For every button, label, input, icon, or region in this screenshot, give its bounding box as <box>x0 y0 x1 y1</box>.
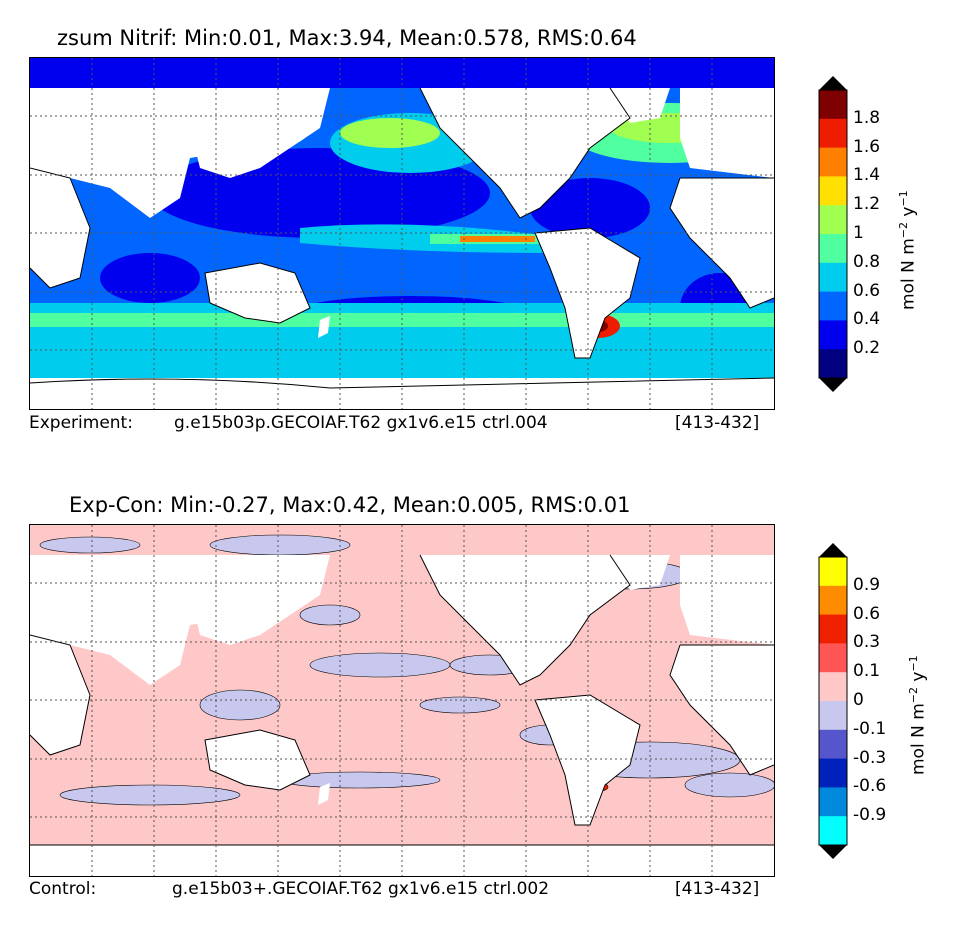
colorbar-segment <box>819 291 847 321</box>
panel1-map-svg <box>30 58 774 409</box>
panel1-footer-right: [413-432] <box>675 413 760 433</box>
panel2-footer-mid: g.e15b03+.GECOIAF.T62 gx1v6.e15 ctrl.002 <box>172 879 550 899</box>
colorbar-tick-label: -0.9 <box>853 805 887 826</box>
colorbar-tick-label: 1.2 <box>853 194 881 215</box>
colorbar-under-triangle <box>819 845 847 859</box>
colorbar-segment <box>819 205 847 235</box>
colorbar-tick-label: -0.1 <box>853 718 887 739</box>
colorbar-segment <box>819 349 847 379</box>
colorbar-tick-label: 1.8 <box>853 107 881 128</box>
panel2-footer-left: Control: <box>29 879 97 899</box>
colorbar-segment <box>819 176 847 206</box>
colorbar-over-triangle <box>819 543 847 557</box>
panel2-colorbar <box>818 543 848 859</box>
panel2-title: Exp-Con: Min:-0.27, Max:0.42, Mean:0.005… <box>69 493 631 517</box>
colorbar-tick-label: 0.6 <box>853 280 881 301</box>
panel1-footer-left: Experiment: <box>29 413 133 433</box>
panel2-map <box>29 524 775 877</box>
panel2-map-svg <box>30 525 774 876</box>
colorbar-over-triangle <box>819 76 847 90</box>
colorbar-frame <box>818 89 848 379</box>
colorbar-segment <box>819 557 847 587</box>
colorbar-segment <box>819 758 847 788</box>
colorbar-tick-label: -0.3 <box>853 747 887 768</box>
colorbar-tick-label: 1.4 <box>853 165 881 186</box>
colorbar-segment <box>819 614 847 644</box>
panel1-title: zsum Nitrif: Min:0.01, Max:3.94, Mean:0.… <box>57 26 637 50</box>
panel1-colorbar <box>818 76 848 392</box>
panel1-colorbar-label: mol N m−2 y−1 <box>897 190 919 310</box>
colorbar-segment <box>819 729 847 760</box>
colorbar-segment <box>819 147 847 177</box>
colorbar-segment <box>819 701 847 731</box>
colorbar-tick-label: 0.2 <box>853 338 881 359</box>
colorbar-segment <box>819 90 847 120</box>
colorbar-tick-label: 0.1 <box>853 661 881 682</box>
colorbar-tick-label: 0.4 <box>853 309 881 330</box>
colorbar-under-triangle <box>819 378 847 392</box>
panel1-map <box>29 57 775 410</box>
colorbar-tick-label: 0 <box>853 690 864 710</box>
colorbar-segment <box>819 816 847 846</box>
colorbar-segment <box>819 585 847 616</box>
colorbar-tick-label: 0.6 <box>853 603 881 624</box>
panel1-footer-mid: g.e15b03p.GECOIAF.T62 gx1v6.e15 ctrl.004 <box>174 413 548 433</box>
colorbar-tick-label: -0.6 <box>853 776 887 797</box>
panel2-colorbar-label: mol N m−2 y−1 <box>907 655 929 775</box>
colorbar-segment <box>819 787 847 817</box>
colorbar-segment <box>819 118 847 149</box>
colorbar-segment <box>819 234 847 264</box>
colorbar-tick-label: 1.6 <box>853 136 881 157</box>
colorbar-tick-label: 0.8 <box>853 251 881 272</box>
panel2-footer-right: [413-432] <box>675 879 760 899</box>
colorbar-tick-label: 0.9 <box>853 574 881 595</box>
colorbar-frame <box>818 556 848 846</box>
colorbar-tick-label: 0.3 <box>853 632 881 653</box>
colorbar-tick-label: 1 <box>853 223 864 243</box>
colorbar-segment <box>819 643 847 673</box>
colorbar-segment <box>819 320 847 350</box>
colorbar-segment <box>819 262 847 293</box>
colorbar-segment <box>819 672 847 702</box>
